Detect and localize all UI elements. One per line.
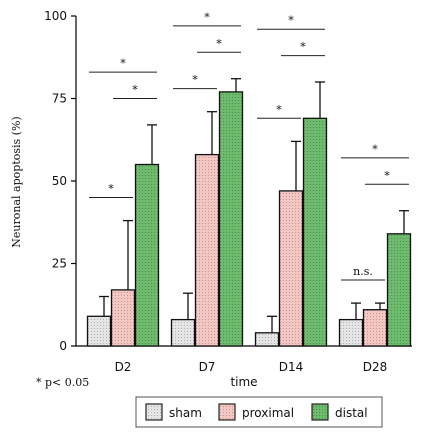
bar-texture [219,91,243,347]
x-tick-label: D7 [199,360,216,374]
legend-swatch-texture [146,404,162,420]
y-tick-label: 25 [52,257,67,271]
significance-label: * [372,143,378,156]
y-axis-label: Neuronal apoptosis (%) [10,116,23,247]
significance-label: * [192,74,198,87]
significance-label: * [300,41,306,54]
legend-label-sham: sham [169,406,202,420]
bar-texture [303,118,327,346]
significance-label: * [216,37,222,50]
significance-label: * [120,57,126,70]
x-tick-label: D28 [363,360,388,374]
bar-texture [279,190,303,346]
y-tick-label: 100 [44,9,67,23]
legend-label-distal: distal [335,406,368,420]
legend: sham proximal distal [135,396,383,428]
legend-label-proximal: proximal [242,406,294,420]
bar-texture [339,319,363,346]
legend-swatch-texture [312,404,328,420]
significance-label: * [288,14,294,27]
y-tick-label: 75 [52,92,67,106]
y-tick-label: 50 [52,174,67,188]
significance-footnote: * p< 0.05 [36,376,89,389]
bar-texture [111,289,135,346]
bars [86,91,412,347]
significance-label: * [384,169,390,182]
legend-swatch-texture [219,404,235,420]
bar-texture [195,154,219,346]
bar-texture [255,332,279,346]
significance-annotations: * * * * * * * * * n.s. * * [89,11,409,281]
significance-label: * [108,183,114,196]
x-tick-label: D14 [279,360,304,374]
error-bars [99,78,409,333]
x-tick-label: D2 [115,360,132,374]
legend-box [135,396,383,428]
x-axis-label: time [230,375,257,389]
bar-texture [387,233,411,346]
y-tick-label: 0 [59,339,67,353]
bar-texture [363,309,387,346]
bar-texture [171,319,195,346]
y-ticks: 0 25 50 75 100 [44,9,76,353]
significance-label: * [276,103,282,116]
significance-label: * [204,11,210,24]
bar-texture [135,164,159,346]
bar-texture [87,316,111,346]
significance-label: n.s. [353,265,373,278]
significance-label: * [132,84,138,97]
x-ticks: D2 D7 D14 D28 [115,360,388,374]
